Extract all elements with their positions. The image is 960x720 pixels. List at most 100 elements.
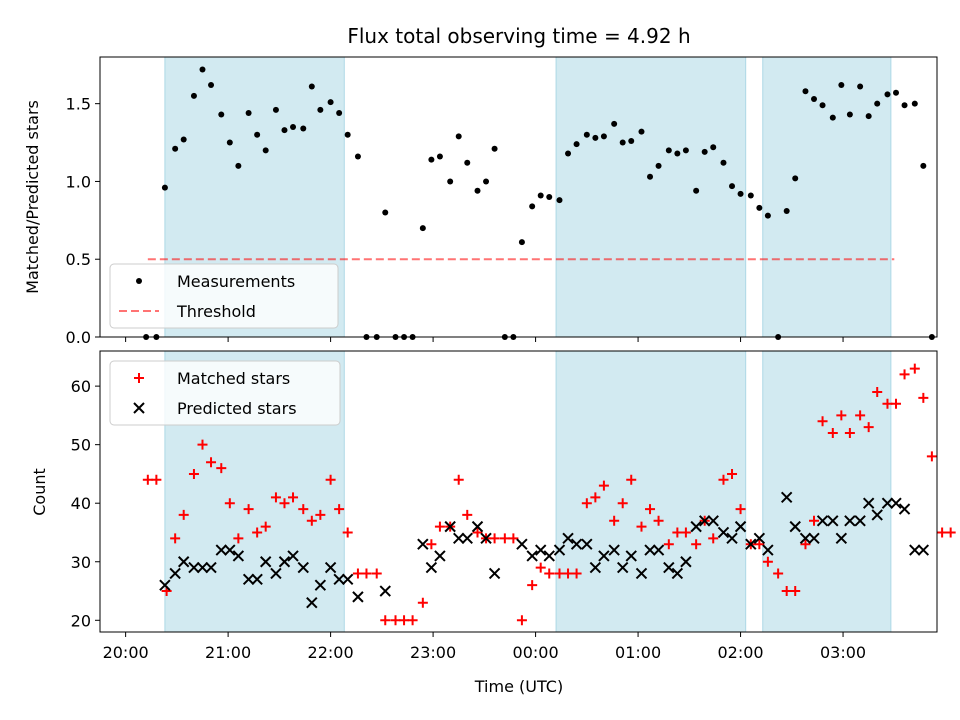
observing-window-2 [555,56,747,338]
predicted-point [844,515,856,527]
predicted-point [341,573,354,586]
measurement-point [865,113,872,120]
legend: Matched stars Predicted stars [109,360,341,426]
matched-point [691,539,702,550]
measurement-point [592,134,599,141]
series-measurements [143,66,935,340]
matched-point [836,410,847,421]
panel-1: 0.0 0.5 1.0 1.5 Measurements Threshold [66,56,938,347]
predicted-point [707,515,719,527]
matched-point [399,615,410,626]
measurement-point [920,162,927,169]
measurement-point [846,111,853,118]
matched-point [342,527,353,538]
matched-point [434,521,445,532]
measurement-point [628,138,635,144]
predicted-point [287,550,299,562]
measurement-point [218,111,225,118]
matched-point [809,515,820,526]
measurement-point [710,144,717,151]
matched-point [260,521,271,532]
predicted-point [232,550,245,562]
measurement-point [419,225,426,232]
measurement-point [483,178,490,185]
matched-point [636,521,647,532]
observing-window-3 [762,56,892,338]
predicted-point [789,520,801,533]
measurement-point [272,106,279,113]
y-tick-label: 20 [71,611,91,630]
x-tick-label: 20:00 [103,643,149,662]
measurement-point [737,190,744,197]
measurement-point [161,184,168,191]
measurement-point [290,124,297,130]
matched-point [462,509,473,520]
predicted-point [188,561,200,574]
predicted-point [854,515,866,527]
matched-point [489,533,500,544]
measurement-point [245,110,252,116]
series-matched-stars [142,363,956,626]
y-tick-label: 1.0 [66,172,91,191]
matched-point [233,533,244,544]
measurement-point [546,194,553,200]
matched-point [663,539,674,550]
matched-point [581,498,592,509]
legend: Measurements Threshold [109,263,339,329]
matched-point [626,474,637,485]
y-tick-label: 0.5 [66,250,91,269]
predicted-point [680,556,692,568]
predicted-point [570,538,583,550]
measurement-point [747,192,754,199]
x-tick-label: 22:00 [308,643,354,662]
matched-point [288,492,299,503]
matched-point [790,586,801,597]
matched-point [945,527,956,538]
matched-point [800,539,811,550]
measurement-point [537,192,544,199]
predicted-point [516,538,528,550]
predicted-point [827,515,839,527]
predicted-point [425,561,438,574]
predicted-point [480,532,492,545]
measurement-point [382,209,389,216]
matched-point [544,568,555,579]
matched-point [899,369,910,380]
predicted-point [333,573,345,586]
measurement-point [600,133,607,140]
matched-point [817,416,828,427]
predicted-point [881,497,894,509]
matched-point [937,527,948,538]
matched-point [224,498,235,509]
legend-box [109,263,339,329]
predicted-point [534,544,547,556]
matched-point [252,527,263,538]
predicted-point [635,567,648,580]
matched-point [178,509,189,520]
legend-box [109,360,341,426]
matched-point [151,474,162,485]
measurement-point [611,120,618,127]
measurement-point [447,178,454,185]
measurement-point [674,150,681,157]
legend-marker [136,278,142,284]
measurement-point [665,147,672,154]
predicted-point [297,561,309,574]
matched-point [735,504,746,515]
measurement-point [792,175,799,182]
matched-point [645,504,656,515]
measurement-point [208,82,215,88]
predicted-point [471,520,484,533]
matched-point [472,527,483,538]
matched-point [197,439,208,450]
measurement-point [428,156,435,163]
predicted-point [159,579,171,591]
matched-point [672,527,683,538]
matched-point [371,568,382,579]
measurement-point [529,203,536,210]
matched-point [773,568,784,579]
predicted-point [417,538,429,550]
measurement-point [911,100,918,107]
x-tick-label: 23:00 [410,643,456,662]
